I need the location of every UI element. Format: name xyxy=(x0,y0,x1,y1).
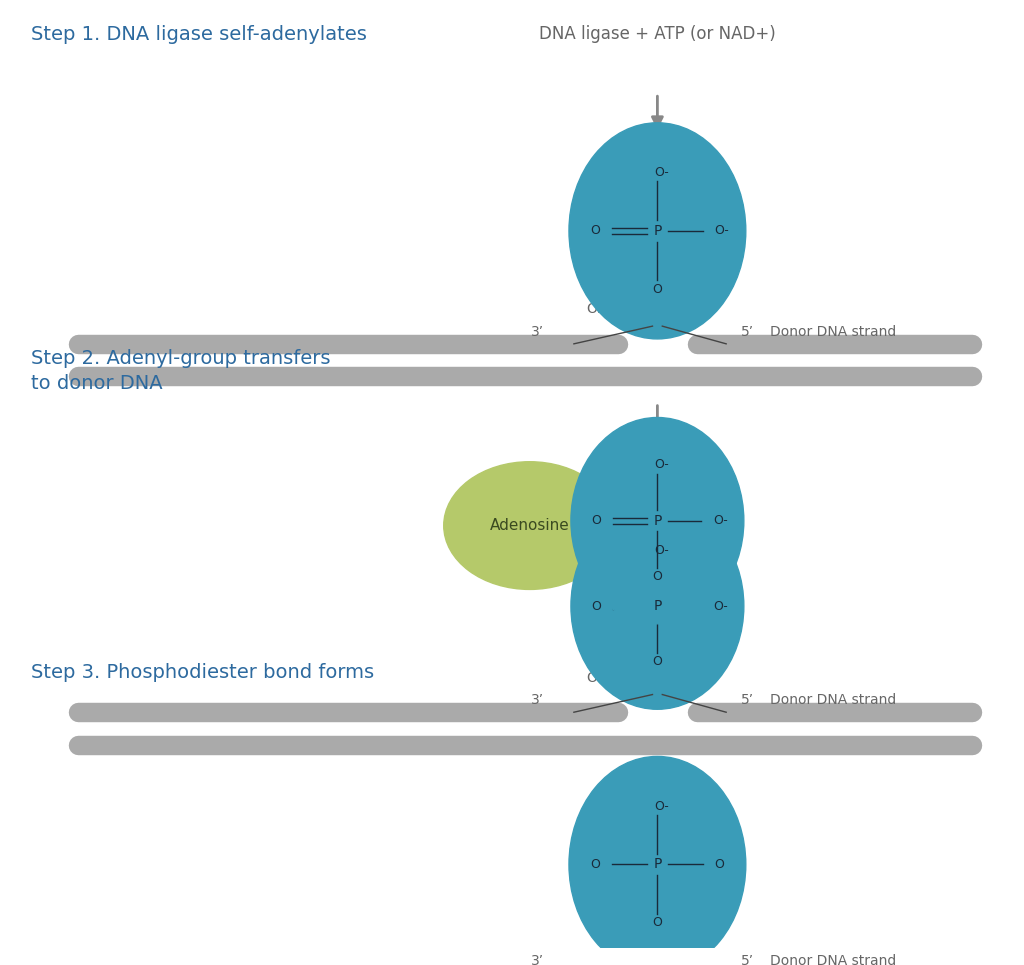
Text: Donor DNA strand: Donor DNA strand xyxy=(770,325,897,339)
Text: 3’: 3’ xyxy=(531,953,545,965)
Text: OH: OH xyxy=(586,302,607,317)
Text: Donor DNA strand: Donor DNA strand xyxy=(770,953,897,965)
Text: O-: O- xyxy=(654,544,669,557)
Text: OH: OH xyxy=(586,671,607,685)
Text: 5’: 5’ xyxy=(741,953,754,965)
Text: O: O xyxy=(592,514,601,527)
Text: Step 1. DNA ligase self-adenylates: Step 1. DNA ligase self-adenylates xyxy=(31,24,367,43)
Text: O: O xyxy=(652,570,663,583)
Text: O: O xyxy=(652,655,663,669)
Text: O-: O- xyxy=(715,224,729,237)
Text: P: P xyxy=(653,858,662,871)
Text: DNA ligase + ATP (or NAD+): DNA ligase + ATP (or NAD+) xyxy=(539,24,776,42)
Text: P: P xyxy=(653,513,662,528)
Text: 5’: 5’ xyxy=(741,325,754,339)
Text: O-: O- xyxy=(713,599,728,613)
Text: 3’: 3’ xyxy=(531,694,545,707)
Text: O: O xyxy=(652,283,663,295)
Ellipse shape xyxy=(571,418,743,623)
Text: P: P xyxy=(653,599,662,613)
Text: P: P xyxy=(653,224,662,237)
Text: Step 3. Phosphodiester bond forms: Step 3. Phosphodiester bond forms xyxy=(31,663,374,682)
Text: O: O xyxy=(591,858,600,871)
Text: O-: O- xyxy=(654,458,669,472)
Text: Step 2. Adenyl-group transfers
to donor DNA: Step 2. Adenyl-group transfers to donor … xyxy=(31,348,330,393)
Text: O: O xyxy=(715,858,724,871)
Ellipse shape xyxy=(571,503,743,709)
Text: O-: O- xyxy=(713,514,728,527)
Text: 5’: 5’ xyxy=(741,694,754,707)
Text: O-: O- xyxy=(654,166,669,179)
Text: O: O xyxy=(592,599,601,613)
Text: Donor DNA strand: Donor DNA strand xyxy=(770,694,897,707)
Text: O-: O- xyxy=(654,800,669,813)
Text: O: O xyxy=(591,224,600,237)
Ellipse shape xyxy=(443,461,615,590)
Text: O: O xyxy=(652,917,663,929)
Text: 3’: 3’ xyxy=(531,325,545,339)
Text: Adenosine: Adenosine xyxy=(489,518,569,533)
Ellipse shape xyxy=(569,123,745,339)
Ellipse shape xyxy=(569,757,745,965)
